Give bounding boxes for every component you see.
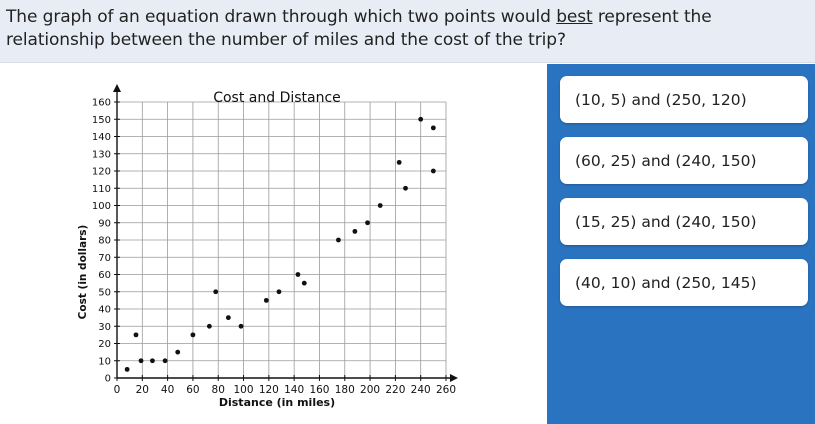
data-point: [403, 185, 408, 191]
question-emphasis: best: [556, 7, 593, 27]
data-point: [206, 323, 212, 329]
answer-choice-c[interactable]: (15, 25) and (240, 150): [560, 198, 808, 245]
x-tick-label: 240: [411, 384, 431, 396]
data-point: [124, 366, 130, 372]
answer-choice-b[interactable]: (60, 25) and (240, 150): [560, 137, 808, 184]
data-point: [365, 220, 370, 226]
data-point: [263, 297, 269, 303]
graph-panel: 0 20 40 60 80 100 120 140 160 180 200 220 240 260 0 10 2…: [0, 64, 547, 424]
y-tick-label: 70: [98, 253, 111, 264]
data-point: [213, 289, 219, 295]
answer-choice-label: (15, 25) and (240, 150): [575, 212, 757, 231]
question-bar: The graph of an equation drawn through w…: [0, 0, 815, 63]
data-point: [430, 168, 436, 174]
y-tick-label: 20: [98, 339, 111, 350]
y-tick-label: 60: [98, 270, 111, 281]
data-point: [225, 315, 231, 321]
answer-choice-label: (10, 5) and (250, 120): [575, 90, 747, 109]
chart-title: Cost and Distance: [213, 90, 341, 106]
y-tick-label: 140: [92, 132, 111, 143]
data-point: [352, 228, 358, 234]
y-tick-label: 80: [98, 236, 111, 247]
question-text-before: The graph of an equation drawn through w…: [6, 7, 557, 27]
y-axis-label: Cost (in dollars): [77, 225, 89, 320]
data-point: [175, 349, 181, 355]
y-tick-label: 150: [92, 115, 111, 126]
question-text: The graph of an equation drawn through w…: [6, 6, 809, 52]
data-point: [190, 332, 196, 338]
data-point: [418, 116, 424, 122]
question-text-after: represent the relationship between the n…: [6, 7, 712, 50]
x-tick-label: 40: [161, 384, 174, 396]
x-tick-label: 220: [385, 384, 405, 396]
data-point: [396, 159, 402, 165]
x-tick-label: 120: [259, 384, 279, 396]
x-tick-label: 160: [309, 384, 329, 396]
answer-choice-label: (40, 10) and (250, 145): [575, 273, 757, 292]
data-point: [377, 203, 383, 208]
x-tick-label: 140: [284, 384, 304, 396]
answer-choice-d[interactable]: (40, 10) and (250, 145): [560, 259, 808, 306]
chart-grid: [117, 101, 447, 378]
scatter-chart: 0 20 40 60 80 100 120 140 160 180 200 220 240 260 0 10 2…: [77, 84, 458, 409]
data-point: [430, 125, 436, 131]
x-tick-label: 60: [186, 384, 199, 396]
x-tick-label: 260: [436, 384, 456, 396]
chart-axes: [113, 84, 458, 382]
data-point: [238, 323, 244, 329]
y-tick-label: 160: [92, 98, 111, 109]
y-axis-arrow: [113, 84, 121, 92]
x-tick-label: 0: [114, 384, 121, 396]
x-axis-arrow: [450, 374, 458, 382]
data-point: [295, 272, 301, 277]
chart-ticks: 0 20 40 60 80 100 120 140 160 180 200 220 240 260 0 10 2…: [92, 98, 456, 397]
chart-points: [124, 116, 436, 372]
answer-choice-label: (60, 25) and (240, 150): [575, 151, 757, 170]
y-tick-label: 30: [98, 322, 111, 333]
x-tick-label: 20: [136, 384, 149, 396]
y-tick-label: 0: [105, 374, 111, 385]
y-tick-label: 10: [98, 356, 111, 367]
data-point: [336, 237, 341, 243]
x-tick-label: 100: [234, 384, 254, 396]
y-tick-label: 100: [92, 201, 111, 212]
data-point: [301, 280, 307, 286]
y-tick-label: 130: [92, 149, 111, 160]
data-point: [133, 332, 139, 338]
data-point: [150, 358, 155, 364]
answer-choices-panel: (10, 5) and (250, 120) (60, 25) and (240…: [547, 64, 815, 424]
x-tick-label: 200: [360, 384, 380, 396]
y-tick-label: 50: [98, 287, 111, 298]
data-point: [138, 358, 144, 364]
y-tick-label: 40: [98, 305, 111, 316]
y-tick-label: 120: [92, 167, 111, 178]
answer-choice-a[interactable]: (10, 5) and (250, 120): [560, 76, 808, 123]
x-axis-label: Distance (in miles): [219, 396, 335, 409]
y-tick-label: 90: [98, 218, 111, 229]
data-point: [162, 358, 168, 364]
y-tick-label: 110: [92, 184, 111, 195]
x-tick-label: 180: [335, 384, 355, 396]
x-tick-label: 80: [212, 384, 225, 396]
data-point: [276, 289, 282, 295]
